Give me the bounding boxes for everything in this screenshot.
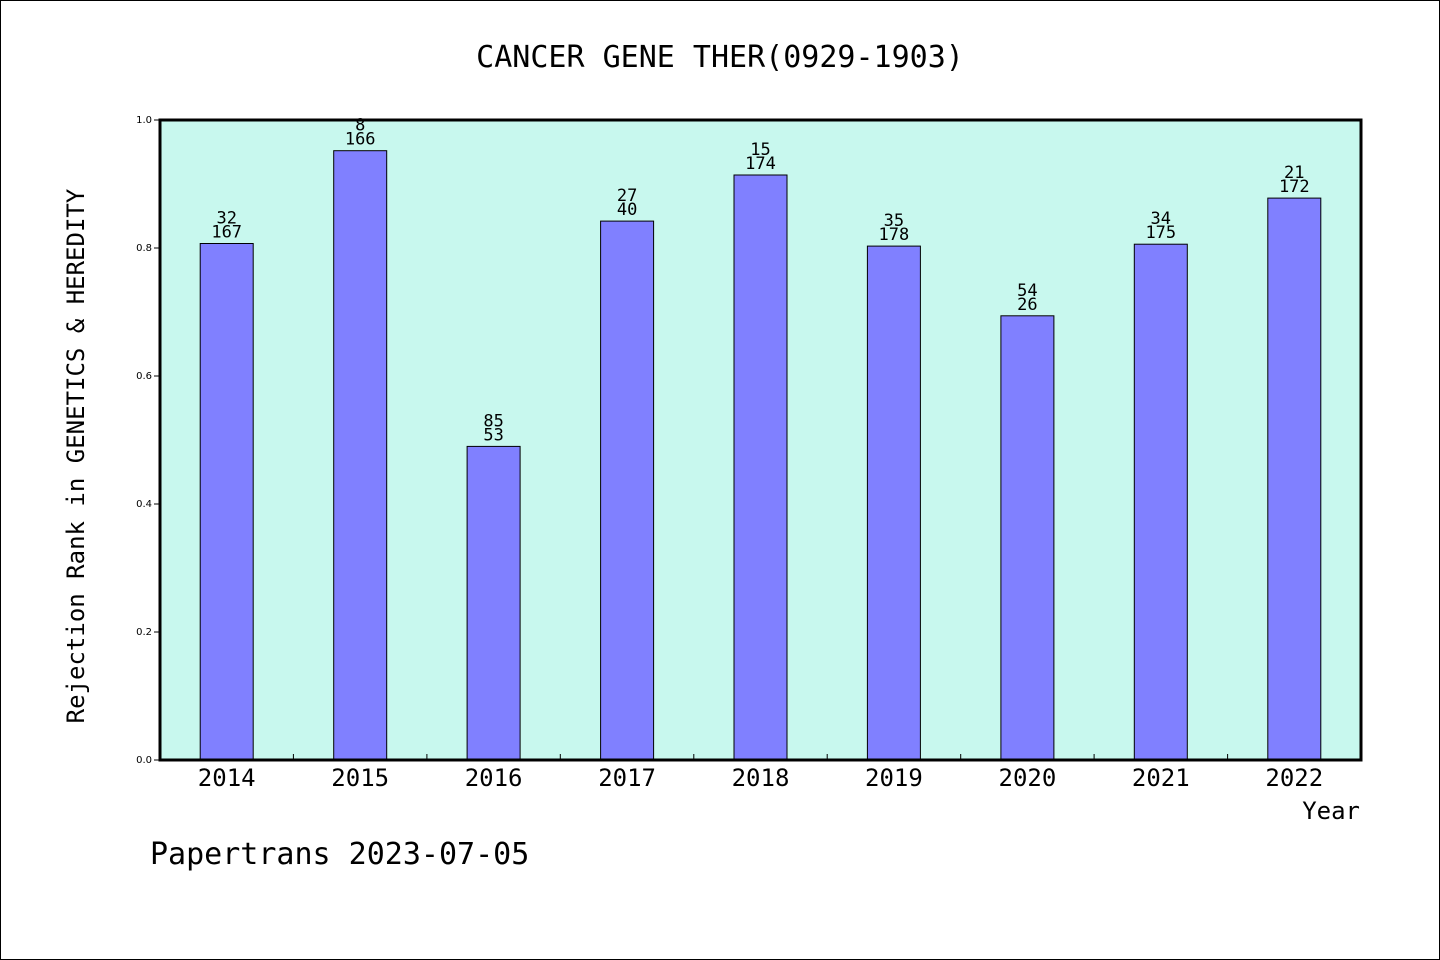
data-label-top: 54 [1017, 281, 1037, 301]
data-label-bottom: 166 [345, 130, 376, 150]
x-tick-label: 2014 [198, 764, 256, 792]
bar-2019 [866, 245, 921, 761]
bar-2017 [600, 220, 655, 761]
bar-2016 [466, 445, 521, 761]
x-tick-label: 2022 [1265, 764, 1323, 792]
x-axis: 2014 2015 2016 2017 2018 2019 2020 2021 2022 [198, 754, 1323, 792]
y-tick-label: 0.0 [136, 755, 152, 766]
x-axis-label: Year [1302, 797, 1360, 825]
data-label-bottom: 174 [745, 154, 776, 174]
bar-2015 [333, 150, 388, 761]
bar-2022 [1267, 197, 1322, 761]
x-tick-label: 2015 [331, 764, 389, 792]
data-label-top: 8 [355, 116, 365, 136]
x-tick-label: 2021 [1132, 764, 1190, 792]
footer-text: Papertrans 2023-07-05 [150, 837, 529, 872]
data-label-top: 21 [1284, 163, 1304, 183]
y-tick-label: 0.6 [136, 371, 152, 382]
bars-layer [199, 150, 1322, 761]
chart-title: CANCER GENE THER(0929-1903) [476, 40, 964, 75]
data-label-top: 85 [483, 411, 503, 431]
y-tick-label: 0.2 [136, 627, 152, 638]
plot-border [158, 118, 1363, 762]
bar-2020 [1000, 315, 1055, 761]
x-tick-label: 2017 [598, 764, 656, 792]
y-axis: 0.0 0.2 0.4 0.6 0.8 1.0 [136, 115, 160, 766]
data-label-bottom: 178 [879, 225, 910, 245]
data-label-bottom: 26 [1017, 295, 1037, 315]
data-label-top: 32 [216, 209, 236, 229]
bar-2021 [1133, 243, 1188, 761]
data-label-bottom: 53 [483, 425, 503, 445]
data-label-bottom: 175 [1145, 223, 1176, 243]
x-tick-label: 2016 [465, 764, 523, 792]
data-label-top: 15 [750, 140, 770, 160]
x-tick-label: 2018 [732, 764, 790, 792]
data-label-top: 35 [884, 211, 904, 231]
bar-2014 [199, 243, 254, 761]
x-tick-label: 2019 [865, 764, 923, 792]
data-label-bottom: 172 [1279, 177, 1310, 197]
data-label-top: 27 [617, 186, 637, 206]
data-label-top: 34 [1151, 209, 1171, 229]
y-tick-label: 0.8 [136, 243, 152, 254]
bar-2018 [733, 174, 788, 761]
y-tick-label: 0.4 [136, 499, 152, 510]
y-tick-label: 1.0 [136, 115, 152, 126]
x-tick-label: 2020 [999, 764, 1057, 792]
y-axis-label: Rejection Rank in GENETICS & HEREDITY [62, 188, 90, 723]
data-label-bottom: 40 [617, 200, 637, 220]
data-label-bottom: 167 [211, 223, 242, 243]
